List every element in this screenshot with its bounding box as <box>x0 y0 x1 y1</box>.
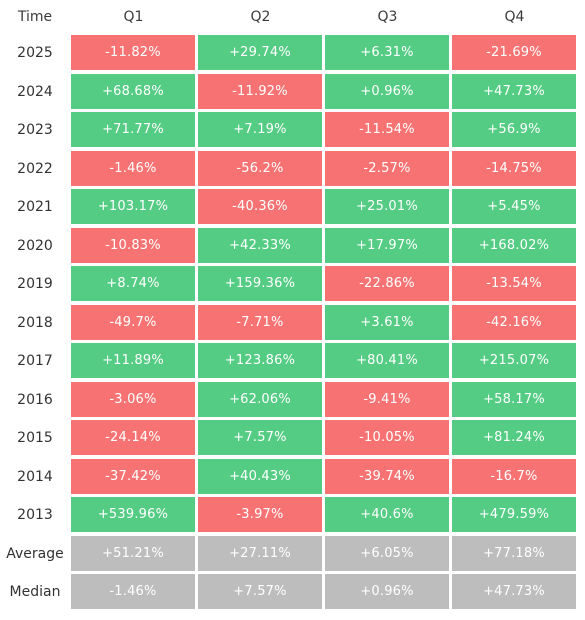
return-cell: +479.59% <box>452 497 576 532</box>
summary-row-label: Median <box>9 584 61 600</box>
q2-column-header: Q2 <box>250 9 271 25</box>
year-row-label: 2017 <box>17 353 53 369</box>
return-cell: -13.54% <box>452 266 576 301</box>
return-cell: +11.89% <box>71 343 195 378</box>
return-cell: -14.75% <box>452 151 576 186</box>
return-cell: +123.86% <box>198 343 322 378</box>
year-row-label: 2013 <box>17 507 53 523</box>
summary-cell: +27.11% <box>198 536 322 571</box>
return-cell: -2.57% <box>325 151 449 186</box>
return-cell: -10.83% <box>71 228 195 263</box>
summary-row-label: Average <box>6 546 64 562</box>
return-cell: -37.42% <box>71 459 195 494</box>
return-cell: -42.16% <box>452 305 576 340</box>
return-cell: +25.01% <box>325 189 449 224</box>
year-row-label: 2023 <box>17 122 53 138</box>
return-cell: -11.54% <box>325 112 449 147</box>
summary-cell: +7.57% <box>198 574 322 609</box>
return-cell: +3.61% <box>325 305 449 340</box>
time-column-header: Time <box>17 9 53 25</box>
return-cell: -16.7% <box>452 459 576 494</box>
return-cell: +81.24% <box>452 420 576 455</box>
return-cell: -11.92% <box>198 74 322 109</box>
year-row-label: 2024 <box>17 84 53 100</box>
q3-column-header: Q3 <box>377 9 398 25</box>
summary-cell: +77.18% <box>452 536 576 571</box>
year-row-label: 2014 <box>17 469 53 485</box>
return-cell: -11.82% <box>71 35 195 70</box>
return-cell: +80.41% <box>325 343 449 378</box>
return-cell: -1.46% <box>71 151 195 186</box>
q1-column-header: Q1 <box>123 9 144 25</box>
return-cell: +68.68% <box>71 74 195 109</box>
return-cell: +6.31% <box>325 35 449 70</box>
return-cell: +0.96% <box>325 74 449 109</box>
return-cell: -9.41% <box>325 382 449 417</box>
return-cell: +56.9% <box>452 112 576 147</box>
return-cell: +29.74% <box>198 35 322 70</box>
summary-cell: +6.05% <box>325 536 449 571</box>
return-cell: +215.07% <box>452 343 576 378</box>
return-cell: +62.06% <box>198 382 322 417</box>
return-cell: +42.33% <box>198 228 322 263</box>
return-cell: +40.6% <box>325 497 449 532</box>
return-cell: -21.69% <box>452 35 576 70</box>
return-cell: +103.17% <box>71 189 195 224</box>
year-row-label: 2020 <box>17 238 53 254</box>
return-cell: +159.36% <box>198 266 322 301</box>
return-cell: -40.36% <box>198 189 322 224</box>
return-cell: -56.2% <box>198 151 322 186</box>
return-cell: +58.17% <box>452 382 576 417</box>
q4-column-header: Q4 <box>504 9 525 25</box>
return-cell: +71.77% <box>71 112 195 147</box>
return-cell: +168.02% <box>452 228 576 263</box>
year-row-label: 2015 <box>17 430 53 446</box>
return-cell: +47.73% <box>452 74 576 109</box>
return-cell: -10.05% <box>325 420 449 455</box>
year-row-label: 2025 <box>17 45 53 61</box>
return-cell: +40.43% <box>198 459 322 494</box>
year-row-label: 2016 <box>17 392 53 408</box>
return-cell: +17.97% <box>325 228 449 263</box>
year-row-label: 2019 <box>17 276 53 292</box>
return-cell: -3.06% <box>71 382 195 417</box>
return-cell: -24.14% <box>71 420 195 455</box>
summary-cell: -1.46% <box>71 574 195 609</box>
summary-cell: +0.96% <box>325 574 449 609</box>
return-cell: -49.7% <box>71 305 195 340</box>
return-cell: +7.57% <box>198 420 322 455</box>
summary-cell: +51.21% <box>71 536 195 571</box>
return-cell: -39.74% <box>325 459 449 494</box>
return-cell: +8.74% <box>71 266 195 301</box>
return-cell: -7.71% <box>198 305 322 340</box>
return-cell: +7.19% <box>198 112 322 147</box>
year-row-label: 2021 <box>17 199 53 215</box>
return-cell: +5.45% <box>452 189 576 224</box>
return-cell: -22.86% <box>325 266 449 301</box>
summary-cell: +47.73% <box>452 574 576 609</box>
year-row-label: 2018 <box>17 315 53 331</box>
return-cell: +539.96% <box>71 497 195 532</box>
return-cell: -3.97% <box>198 497 322 532</box>
year-row-label: 2022 <box>17 161 53 177</box>
